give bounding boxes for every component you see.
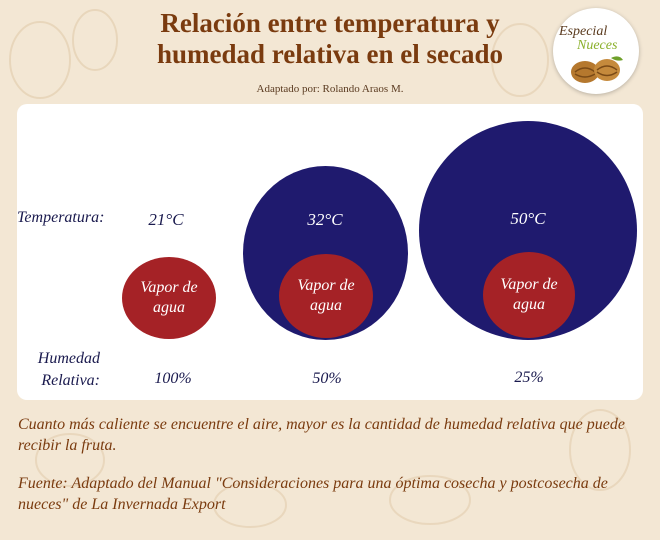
temperature-value-50: 50°C	[510, 209, 546, 228]
vapor-circle-32: Vapor de agua	[279, 254, 373, 338]
vapor-circle-50: Vapor de agua	[483, 252, 575, 338]
especial-nueces-badge: Especial Nueces	[553, 8, 639, 94]
temperature-value-32: 32°C	[307, 210, 343, 229]
humidity-value-50: 50%	[312, 370, 342, 387]
vapor-label-line-2: agua	[309, 297, 342, 314]
page-title: Relación entre temperatura y humedad rel…	[0, 8, 660, 70]
vapor-label-line-2: agua	[152, 299, 185, 316]
title-line-1: Relación entre temperatura y	[160, 8, 500, 38]
humidity-value-25: 25%	[514, 369, 544, 386]
humidity-label: Humedad Relativa:	[28, 348, 100, 392]
vapor-circle-21: Vapor de agua	[122, 257, 216, 339]
badge-text-especial: Especial	[559, 24, 608, 39]
title-line-2: humedad relativa en el secado	[157, 39, 503, 69]
author-credit: Adaptado por: Rolando Araos M.	[256, 83, 404, 95]
vapor-label-line-1: Vapor de	[500, 276, 558, 293]
humidity-label-line-1: Humedad	[37, 350, 100, 367]
vapor-label-line-1: Vapor de	[140, 279, 198, 296]
source-text: Fuente: Adaptado del Manual "Consideraci…	[18, 475, 608, 513]
vapor-label-line-2: agua	[512, 296, 545, 313]
humidity-label-line-2: Relativa:	[41, 372, 100, 389]
badge-text-nueces: Nueces	[577, 38, 618, 53]
temperature-label: Temperatura:	[17, 209, 105, 226]
temperature-value-21: 21°C	[148, 210, 184, 229]
humidity-value-100: 100%	[154, 370, 192, 387]
explanation-text: Cuanto más caliente se encuentre el aire…	[18, 416, 625, 454]
vapor-label-line-1: Vapor de	[297, 277, 355, 294]
walnut-icon	[571, 56, 623, 83]
